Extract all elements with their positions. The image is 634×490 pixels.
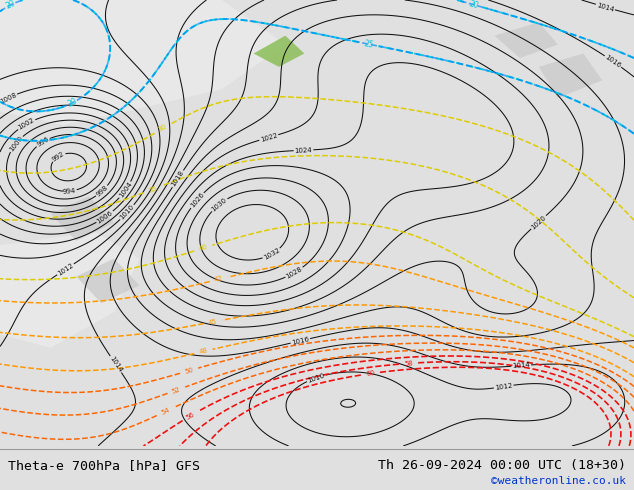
Text: 56: 56 [185,411,196,420]
Text: 1012: 1012 [495,382,513,391]
Polygon shape [254,36,304,67]
Text: 1016: 1016 [604,54,622,69]
Text: 1028: 1028 [285,266,304,280]
Text: 58: 58 [404,360,413,367]
Text: 1002: 1002 [17,117,36,131]
Polygon shape [0,0,285,125]
Text: 996: 996 [36,136,50,148]
Text: 1008: 1008 [0,92,17,105]
Text: 1024: 1024 [295,147,313,154]
Text: Theta-e 700hPa [hPa] GFS: Theta-e 700hPa [hPa] GFS [8,459,200,472]
Text: 1014: 1014 [108,355,123,373]
Polygon shape [76,259,139,303]
Text: 50: 50 [184,367,194,375]
Text: 1016: 1016 [291,336,310,346]
Text: 60: 60 [365,370,375,377]
Polygon shape [0,232,139,348]
Text: 52: 52 [171,386,181,394]
Text: 48: 48 [198,347,209,355]
Text: 998: 998 [95,184,109,198]
Text: 1022: 1022 [259,132,278,143]
Text: 42: 42 [214,275,224,283]
Text: 20: 20 [5,0,17,11]
Text: 45: 45 [208,318,218,326]
Text: 1006: 1006 [96,210,114,224]
Polygon shape [495,22,558,58]
Text: 1012: 1012 [56,262,75,277]
Text: 1004: 1004 [118,181,133,199]
Polygon shape [539,53,602,98]
Text: 1018: 1018 [171,170,185,188]
Text: 994: 994 [62,188,76,195]
Text: 1030: 1030 [210,196,228,213]
Text: 1010: 1010 [307,372,326,384]
Text: 1020: 1020 [530,214,547,230]
Text: Th 26-09-2024 00:00 UTC (18+30): Th 26-09-2024 00:00 UTC (18+30) [378,459,626,472]
Text: 1014: 1014 [596,1,615,12]
Text: 20: 20 [67,96,79,109]
Text: 40: 40 [198,244,209,252]
Text: 1026: 1026 [189,192,205,209]
Text: 54: 54 [160,407,171,416]
Polygon shape [51,196,114,241]
Text: 20: 20 [468,0,479,10]
Text: 35: 35 [147,185,158,194]
Text: 1032: 1032 [262,247,281,261]
Text: 1010: 1010 [119,204,136,221]
Text: ©weatheronline.co.uk: ©weatheronline.co.uk [491,476,626,487]
Text: 30: 30 [157,123,168,133]
Text: 992: 992 [51,150,65,163]
Text: 1014: 1014 [512,362,530,369]
Text: 25: 25 [363,39,374,49]
Text: 1000: 1000 [8,135,24,152]
